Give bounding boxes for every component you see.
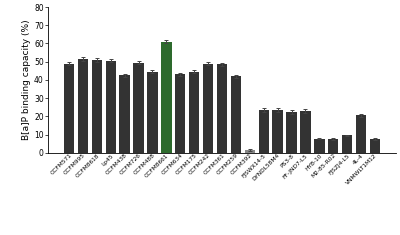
- Bar: [203, 63, 213, 153]
- Bar: [147, 72, 158, 153]
- Bar: [175, 74, 186, 153]
- Bar: [217, 64, 227, 153]
- Bar: [370, 139, 380, 153]
- Bar: [342, 135, 352, 153]
- Bar: [258, 110, 269, 153]
- Bar: [231, 76, 241, 153]
- Bar: [161, 42, 172, 153]
- Bar: [286, 112, 297, 153]
- Bar: [133, 63, 144, 153]
- Bar: [314, 139, 324, 153]
- Bar: [356, 115, 366, 153]
- Bar: [106, 61, 116, 153]
- Bar: [272, 110, 283, 153]
- Bar: [300, 111, 311, 153]
- Bar: [328, 139, 338, 153]
- Bar: [120, 75, 130, 153]
- Y-axis label: B[a]P binding capacity (%): B[a]P binding capacity (%): [22, 20, 31, 140]
- Bar: [64, 63, 74, 153]
- Bar: [244, 150, 255, 153]
- Bar: [189, 72, 200, 153]
- Bar: [92, 60, 102, 153]
- Bar: [78, 59, 88, 153]
